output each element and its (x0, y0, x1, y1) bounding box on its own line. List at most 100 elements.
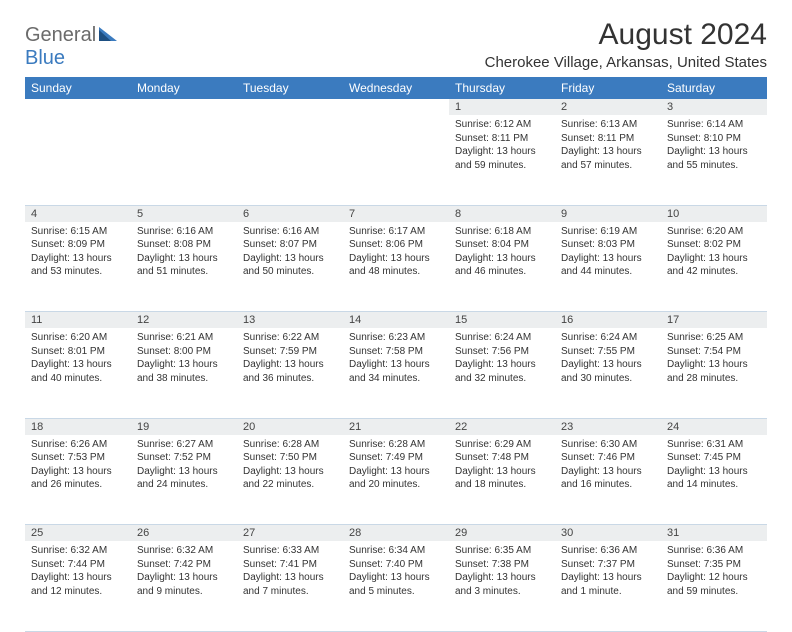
day-info: Sunrise: 6:27 AMSunset: 7:52 PMDaylight:… (131, 435, 237, 496)
daylight-text: Daylight: 13 hours (667, 465, 761, 479)
month-title: August 2024 (485, 18, 767, 52)
daylight-text: Daylight: 13 hours (243, 571, 337, 585)
day-number-row: 45678910 (25, 205, 767, 222)
sunrise-text: Sunrise: 6:17 AM (349, 225, 443, 239)
day-info: Sunrise: 6:22 AMSunset: 7:59 PMDaylight:… (237, 328, 343, 389)
day-cell: Sunrise: 6:16 AMSunset: 8:07 PMDaylight:… (237, 222, 343, 312)
sunrise-text: Sunrise: 6:23 AM (349, 331, 443, 345)
sunset-text: Sunset: 8:03 PM (561, 238, 655, 252)
sunrise-text: Sunrise: 6:35 AM (455, 544, 549, 558)
page-header: General Blue August 2024 Cherokee Villag… (25, 18, 767, 71)
day-number-cell: 31 (661, 525, 767, 542)
weekday-header-row: SundayMondayTuesdayWednesdayThursdayFrid… (25, 77, 767, 99)
daylight-text: Daylight: 13 hours (31, 465, 125, 479)
day-number-cell: 11 (25, 312, 131, 329)
day-number-cell: 20 (237, 418, 343, 435)
sunset-text: Sunset: 8:11 PM (561, 132, 655, 146)
daylight-text: Daylight: 13 hours (349, 571, 443, 585)
sunset-text: Sunset: 7:59 PM (243, 345, 337, 359)
sunset-text: Sunset: 7:55 PM (561, 345, 655, 359)
sunrise-text: Sunrise: 6:20 AM (31, 331, 125, 345)
sunrise-text: Sunrise: 6:20 AM (667, 225, 761, 239)
daylight-text: Daylight: 13 hours (243, 358, 337, 372)
empty-cell (343, 99, 449, 115)
daylight-text: and 59 minutes. (667, 585, 761, 599)
day-info: Sunrise: 6:24 AMSunset: 7:56 PMDaylight:… (449, 328, 555, 389)
daylight-text: and 57 minutes. (561, 159, 655, 173)
weekday-header: Monday (131, 77, 237, 99)
empty-cell (131, 99, 237, 115)
sunset-text: Sunset: 7:49 PM (349, 451, 443, 465)
sunset-text: Sunset: 7:35 PM (667, 558, 761, 572)
sunrise-text: Sunrise: 6:24 AM (455, 331, 549, 345)
sunset-text: Sunset: 7:37 PM (561, 558, 655, 572)
daylight-text: Daylight: 13 hours (561, 358, 655, 372)
daylight-text: Daylight: 13 hours (243, 252, 337, 266)
day-number-cell: 5 (131, 205, 237, 222)
empty-cell (131, 115, 237, 205)
daylight-text: Daylight: 13 hours (667, 252, 761, 266)
sunrise-text: Sunrise: 6:21 AM (137, 331, 231, 345)
day-number-cell: 18 (25, 418, 131, 435)
day-number-row: 25262728293031 (25, 525, 767, 542)
daylight-text: and 18 minutes. (455, 478, 549, 492)
day-number-cell: 10 (661, 205, 767, 222)
daylight-text: and 32 minutes. (455, 372, 549, 386)
day-info: Sunrise: 6:18 AMSunset: 8:04 PMDaylight:… (449, 222, 555, 283)
calendar-table: SundayMondayTuesdayWednesdayThursdayFrid… (25, 77, 767, 632)
day-info: Sunrise: 6:36 AMSunset: 7:37 PMDaylight:… (555, 541, 661, 602)
day-cell: Sunrise: 6:28 AMSunset: 7:50 PMDaylight:… (237, 435, 343, 525)
empty-cell (237, 115, 343, 205)
day-cell: Sunrise: 6:32 AMSunset: 7:44 PMDaylight:… (25, 541, 131, 631)
day-info: Sunrise: 6:21 AMSunset: 8:00 PMDaylight:… (131, 328, 237, 389)
daylight-text: and 22 minutes. (243, 478, 337, 492)
day-cell: Sunrise: 6:33 AMSunset: 7:41 PMDaylight:… (237, 541, 343, 631)
daylight-text: Daylight: 13 hours (31, 252, 125, 266)
daylight-text: Daylight: 13 hours (667, 145, 761, 159)
daylight-text: and 16 minutes. (561, 478, 655, 492)
daylight-text: and 7 minutes. (243, 585, 337, 599)
sunset-text: Sunset: 7:53 PM (31, 451, 125, 465)
sunset-text: Sunset: 7:42 PM (137, 558, 231, 572)
sunset-text: Sunset: 8:02 PM (667, 238, 761, 252)
sunset-text: Sunset: 8:11 PM (455, 132, 549, 146)
day-info: Sunrise: 6:14 AMSunset: 8:10 PMDaylight:… (661, 115, 767, 176)
sunset-text: Sunset: 8:08 PM (137, 238, 231, 252)
sunset-text: Sunset: 7:48 PM (455, 451, 549, 465)
day-info: Sunrise: 6:20 AMSunset: 8:02 PMDaylight:… (661, 222, 767, 283)
weekday-header: Wednesday (343, 77, 449, 99)
sunrise-text: Sunrise: 6:25 AM (667, 331, 761, 345)
sunset-text: Sunset: 7:58 PM (349, 345, 443, 359)
day-info: Sunrise: 6:16 AMSunset: 8:07 PMDaylight:… (237, 222, 343, 283)
day-info: Sunrise: 6:20 AMSunset: 8:01 PMDaylight:… (25, 328, 131, 389)
daylight-text: Daylight: 13 hours (667, 358, 761, 372)
day-number-cell: 2 (555, 99, 661, 115)
day-cell: Sunrise: 6:19 AMSunset: 8:03 PMDaylight:… (555, 222, 661, 312)
sunrise-text: Sunrise: 6:26 AM (31, 438, 125, 452)
sunrise-text: Sunrise: 6:32 AM (31, 544, 125, 558)
day-number-cell: 1 (449, 99, 555, 115)
empty-cell (25, 99, 131, 115)
location-subtitle: Cherokee Village, Arkansas, United State… (485, 54, 767, 71)
daylight-text: Daylight: 13 hours (455, 252, 549, 266)
day-cell: Sunrise: 6:17 AMSunset: 8:06 PMDaylight:… (343, 222, 449, 312)
sunrise-text: Sunrise: 6:36 AM (561, 544, 655, 558)
day-cell: Sunrise: 6:28 AMSunset: 7:49 PMDaylight:… (343, 435, 449, 525)
day-cell: Sunrise: 6:18 AMSunset: 8:04 PMDaylight:… (449, 222, 555, 312)
sunrise-text: Sunrise: 6:28 AM (349, 438, 443, 452)
day-info: Sunrise: 6:28 AMSunset: 7:49 PMDaylight:… (343, 435, 449, 496)
day-cell: Sunrise: 6:16 AMSunset: 8:08 PMDaylight:… (131, 222, 237, 312)
sunset-text: Sunset: 8:10 PM (667, 132, 761, 146)
sunrise-text: Sunrise: 6:12 AM (455, 118, 549, 132)
day-cell: Sunrise: 6:30 AMSunset: 7:46 PMDaylight:… (555, 435, 661, 525)
day-info: Sunrise: 6:36 AMSunset: 7:35 PMDaylight:… (661, 541, 767, 602)
daylight-text: and 59 minutes. (455, 159, 549, 173)
day-info: Sunrise: 6:17 AMSunset: 8:06 PMDaylight:… (343, 222, 449, 283)
sunrise-text: Sunrise: 6:22 AM (243, 331, 337, 345)
sunrise-text: Sunrise: 6:24 AM (561, 331, 655, 345)
day-info: Sunrise: 6:23 AMSunset: 7:58 PMDaylight:… (343, 328, 449, 389)
day-cell: Sunrise: 6:12 AMSunset: 8:11 PMDaylight:… (449, 115, 555, 205)
daylight-text: Daylight: 13 hours (31, 358, 125, 372)
day-info: Sunrise: 6:35 AMSunset: 7:38 PMDaylight:… (449, 541, 555, 602)
day-number-cell: 21 (343, 418, 449, 435)
